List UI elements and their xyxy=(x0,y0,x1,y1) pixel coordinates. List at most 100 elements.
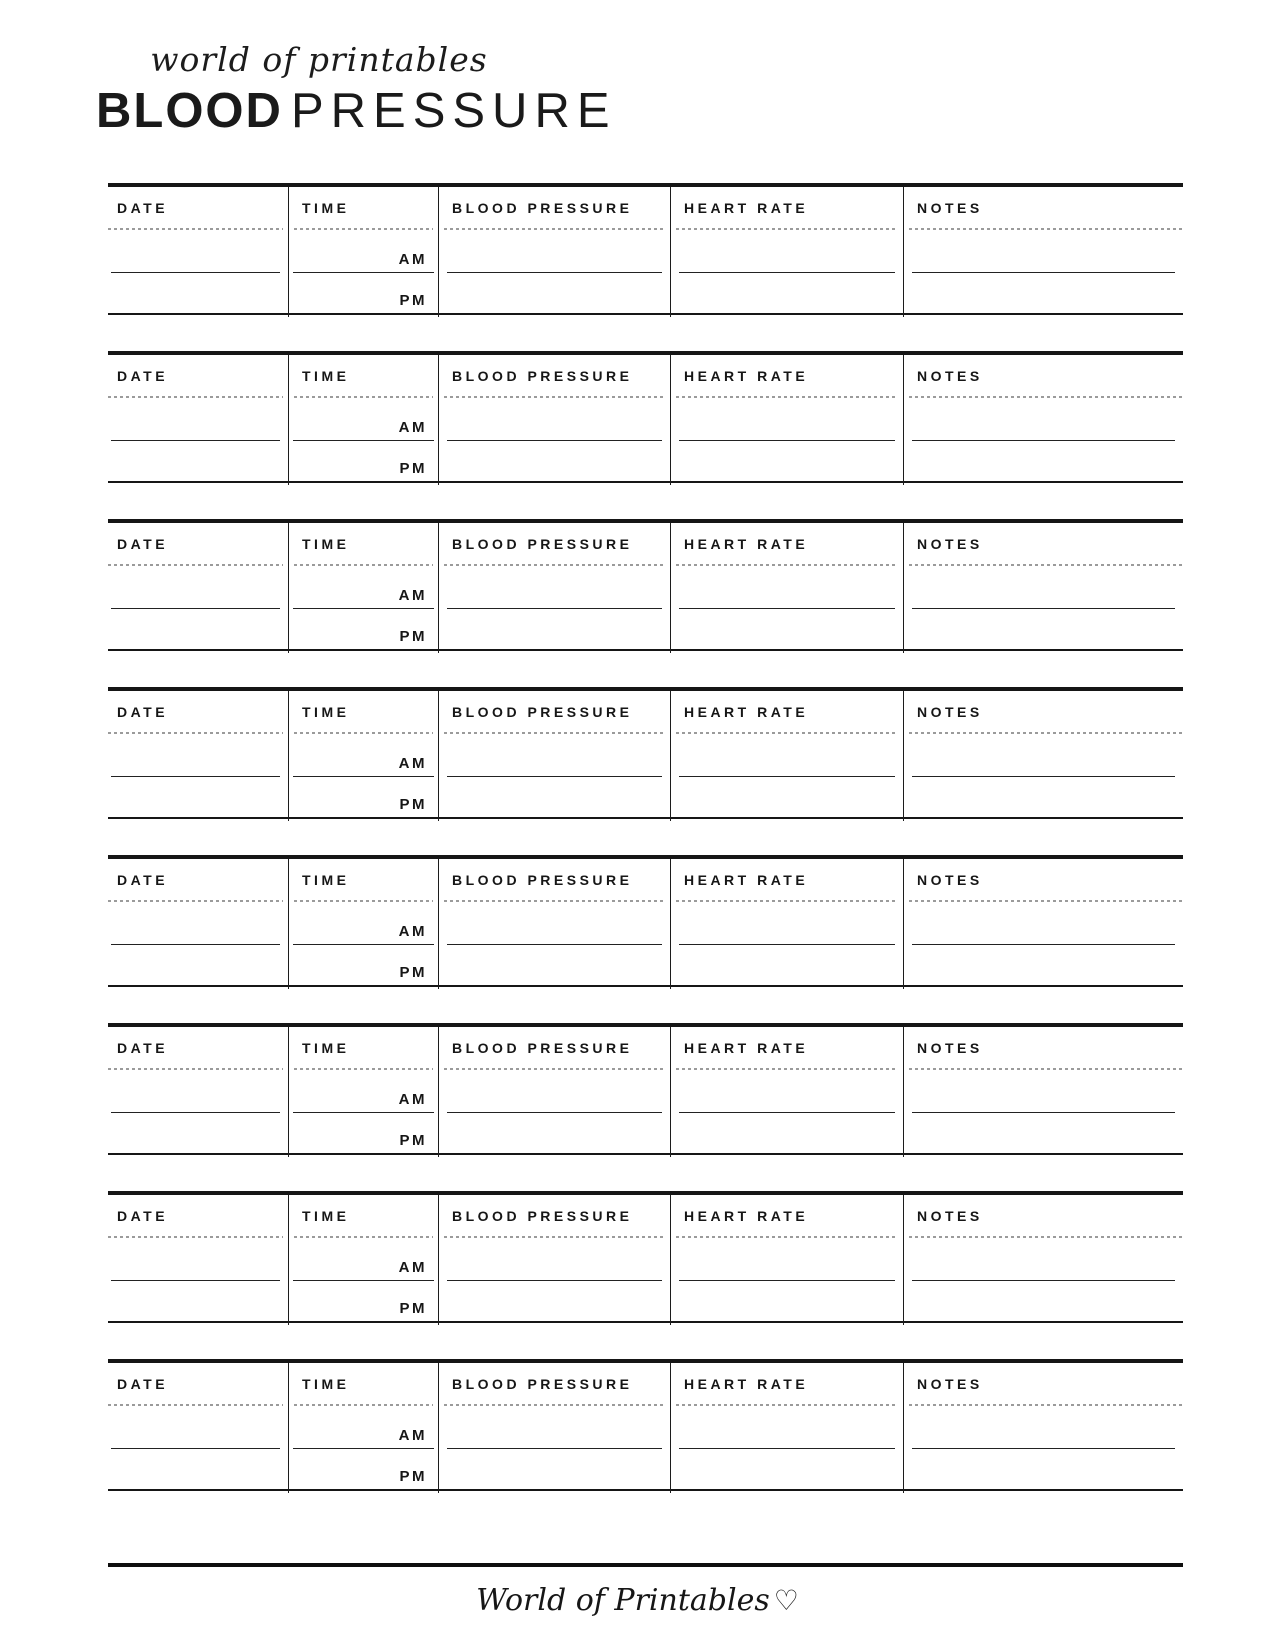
notes-entry-field-2[interactable] xyxy=(904,1281,1183,1325)
notes-entry-field[interactable] xyxy=(904,565,1183,609)
time-am-entry-field[interactable]: AM xyxy=(289,229,438,273)
heart-rate-entry-field[interactable] xyxy=(671,565,903,609)
time-pm-entry-field[interactable]: PM xyxy=(289,609,438,653)
date-entry-field-2[interactable] xyxy=(108,273,288,317)
blood-pressure-entry-field-2[interactable] xyxy=(439,1113,670,1157)
column-header-time: TIME xyxy=(289,187,438,230)
time-column: TIME AM PM xyxy=(288,523,438,653)
time-am-entry-field[interactable]: AM xyxy=(289,565,438,609)
time-pm-entry-field[interactable]: PM xyxy=(289,945,438,989)
notes-entry-field-2[interactable] xyxy=(904,609,1183,653)
notes-entry-field-2[interactable] xyxy=(904,441,1183,485)
blood-pressure-entry-field[interactable] xyxy=(439,901,670,945)
blood-pressure-entry-field[interactable] xyxy=(439,229,670,273)
time-am-entry-field[interactable]: AM xyxy=(289,1069,438,1113)
column-header-date-label: DATE xyxy=(117,1040,169,1056)
notes-entry-field-2[interactable] xyxy=(904,1449,1183,1493)
heart-rate-entry-field[interactable] xyxy=(671,1069,903,1113)
date-entry-field-2[interactable] xyxy=(108,945,288,989)
blood-pressure-entry-field-2[interactable] xyxy=(439,441,670,485)
date-entry-field[interactable] xyxy=(108,1405,288,1449)
date-entry-field-2[interactable] xyxy=(108,1113,288,1157)
heart-icon: ♡ xyxy=(773,1584,799,1617)
notes-entry-field[interactable] xyxy=(904,901,1183,945)
notes-entry-field-2[interactable] xyxy=(904,1113,1183,1157)
time-pm-entry-field[interactable]: PM xyxy=(289,1449,438,1493)
bp-log-block: DATE TIME AM PM BLOOD PRESSURE xyxy=(108,519,1183,653)
date-entry-field[interactable] xyxy=(108,397,288,441)
blood-pressure-entry-field[interactable] xyxy=(439,397,670,441)
time-am-entry-field[interactable]: AM xyxy=(289,901,438,945)
date-entry-field-2[interactable] xyxy=(108,1449,288,1493)
time-pm-entry-field[interactable]: PM xyxy=(289,273,438,317)
heart-rate-entry-field-2[interactable] xyxy=(671,441,903,485)
column-header-heart-rate-label: HEART RATE xyxy=(684,872,809,888)
date-entry-field[interactable] xyxy=(108,565,288,609)
date-entry-field-2[interactable] xyxy=(108,441,288,485)
time-pm-entry-field[interactable]: PM xyxy=(289,777,438,821)
heart-rate-entry-field-2[interactable] xyxy=(671,1281,903,1325)
heart-rate-entry-field-2[interactable] xyxy=(671,945,903,989)
blood-pressure-entry-field[interactable] xyxy=(439,1237,670,1281)
notes-entry-field-2[interactable] xyxy=(904,273,1183,317)
blood-pressure-column: BLOOD PRESSURE xyxy=(438,1027,670,1157)
blood-pressure-entry-field-2[interactable] xyxy=(439,1281,670,1325)
blood-pressure-entry-field-2[interactable] xyxy=(439,777,670,821)
notes-column: NOTES xyxy=(903,523,1183,653)
time-am-entry-field[interactable]: AM xyxy=(289,1237,438,1281)
blood-pressure-entry-field[interactable] xyxy=(439,1405,670,1449)
blood-pressure-entry-field[interactable] xyxy=(439,733,670,777)
date-entry-field[interactable] xyxy=(108,901,288,945)
date-entry-field-2[interactable] xyxy=(108,609,288,653)
column-header-blood-pressure-label: BLOOD PRESSURE xyxy=(452,536,633,552)
date-entry-field[interactable] xyxy=(108,229,288,273)
heart-rate-entry-field-2[interactable] xyxy=(671,1449,903,1493)
heart-rate-entry-field-2[interactable] xyxy=(671,273,903,317)
pm-label: PM xyxy=(399,1131,427,1149)
blood-pressure-entry-field[interactable] xyxy=(439,1069,670,1113)
time-pm-entry-field[interactable]: PM xyxy=(289,1113,438,1157)
column-header-blood-pressure: BLOOD PRESSURE xyxy=(439,1363,670,1406)
date-entry-field[interactable] xyxy=(108,733,288,777)
time-am-entry-field[interactable]: AM xyxy=(289,733,438,777)
blood-pressure-entry-field-2[interactable] xyxy=(439,273,670,317)
time-am-entry-field[interactable]: AM xyxy=(289,1405,438,1449)
time-am-entry-field[interactable]: AM xyxy=(289,397,438,441)
heart-rate-entry-field-2[interactable] xyxy=(671,1113,903,1157)
date-entry-field[interactable] xyxy=(108,1237,288,1281)
notes-entry-field[interactable] xyxy=(904,1069,1183,1113)
date-entry-field[interactable] xyxy=(108,1069,288,1113)
heart-rate-entry-field-2[interactable] xyxy=(671,609,903,653)
date-entry-field-2[interactable] xyxy=(108,1281,288,1325)
notes-entry-field-2[interactable] xyxy=(904,777,1183,821)
heart-rate-entry-field[interactable] xyxy=(671,901,903,945)
blood-pressure-entry-field-2[interactable] xyxy=(439,609,670,653)
heart-rate-entry-field[interactable] xyxy=(671,397,903,441)
column-header-date-label: DATE xyxy=(117,872,169,888)
time-pm-entry-field[interactable]: PM xyxy=(289,1281,438,1325)
pm-label: PM xyxy=(399,963,427,981)
column-header-date: DATE xyxy=(108,859,288,902)
heart-rate-entry-field-2[interactable] xyxy=(671,777,903,821)
column-header-blood-pressure: BLOOD PRESSURE xyxy=(439,355,670,398)
column-header-time: TIME xyxy=(289,691,438,734)
blood-pressure-entry-field[interactable] xyxy=(439,565,670,609)
time-pm-entry-field[interactable]: PM xyxy=(289,441,438,485)
heart-rate-column: HEART RATE xyxy=(670,355,903,485)
heart-rate-entry-field[interactable] xyxy=(671,1405,903,1449)
blood-pressure-entry-field-2[interactable] xyxy=(439,1449,670,1493)
heart-rate-entry-field[interactable] xyxy=(671,1237,903,1281)
notes-entry-field[interactable] xyxy=(904,229,1183,273)
notes-entry-field[interactable] xyxy=(904,1237,1183,1281)
notes-entry-field[interactable] xyxy=(904,733,1183,777)
date-entry-field-2[interactable] xyxy=(108,777,288,821)
notes-entry-field[interactable] xyxy=(904,1405,1183,1449)
blood-pressure-entry-field-2[interactable] xyxy=(439,945,670,989)
blood-pressure-column: BLOOD PRESSURE xyxy=(438,691,670,821)
notes-entry-field-2[interactable] xyxy=(904,945,1183,989)
heart-rate-entry-field[interactable] xyxy=(671,229,903,273)
page-title-light: PRESSURE xyxy=(290,84,617,138)
heart-rate-entry-field[interactable] xyxy=(671,733,903,777)
notes-entry-field[interactable] xyxy=(904,397,1183,441)
column-header-blood-pressure-label: BLOOD PRESSURE xyxy=(452,1208,633,1224)
